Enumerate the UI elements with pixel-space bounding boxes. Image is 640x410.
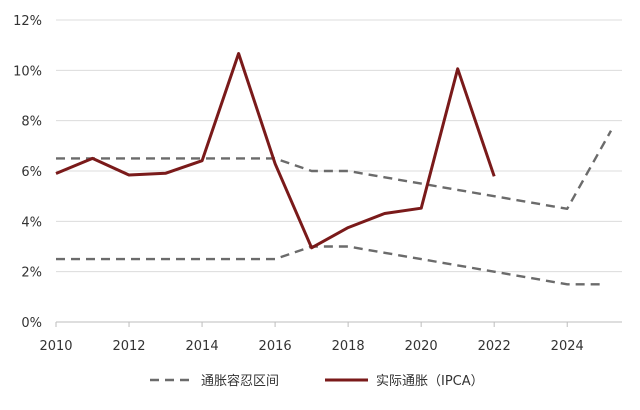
legend-label-actual-inflation: 实际通胀（IPCA） [376,374,484,389]
x-tick-label: 2018 [332,339,365,354]
series-lines [55,52,613,286]
y-tick-label: 12% [13,14,42,29]
legend-label-tolerance-band: 通胀容忍区间 [201,373,279,389]
y-tick-label: 2% [21,266,42,281]
x-tick-label: 2016 [259,339,292,354]
x-tick-label: 2012 [112,339,145,354]
y-tick-label: 10% [13,64,42,79]
x-tick-label: 2020 [405,339,438,354]
y-tick-label: 8% [21,115,42,130]
y-tick-label: 4% [21,215,42,230]
legend: 通胀容忍区间 实际通胀（IPCA） [150,373,484,389]
tolerance-upper-line [56,130,613,211]
y-tick-label: 0% [21,316,42,331]
y-axis-ticks: 0% 2% 4% 6% 8% 10% 12% [13,14,42,331]
y-tick-label: 6% [21,165,42,180]
x-tick-label: 2022 [478,339,511,354]
x-tick-label: 2024 [551,339,584,354]
x-axis-ticks: 2010 2012 2014 2016 2018 2020 2022 2024 [39,322,584,354]
tolerance-lower-line [56,245,604,286]
x-tick-label: 2010 [39,339,72,354]
x-tick-label: 2014 [186,339,219,354]
actual-inflation-line [55,52,496,250]
